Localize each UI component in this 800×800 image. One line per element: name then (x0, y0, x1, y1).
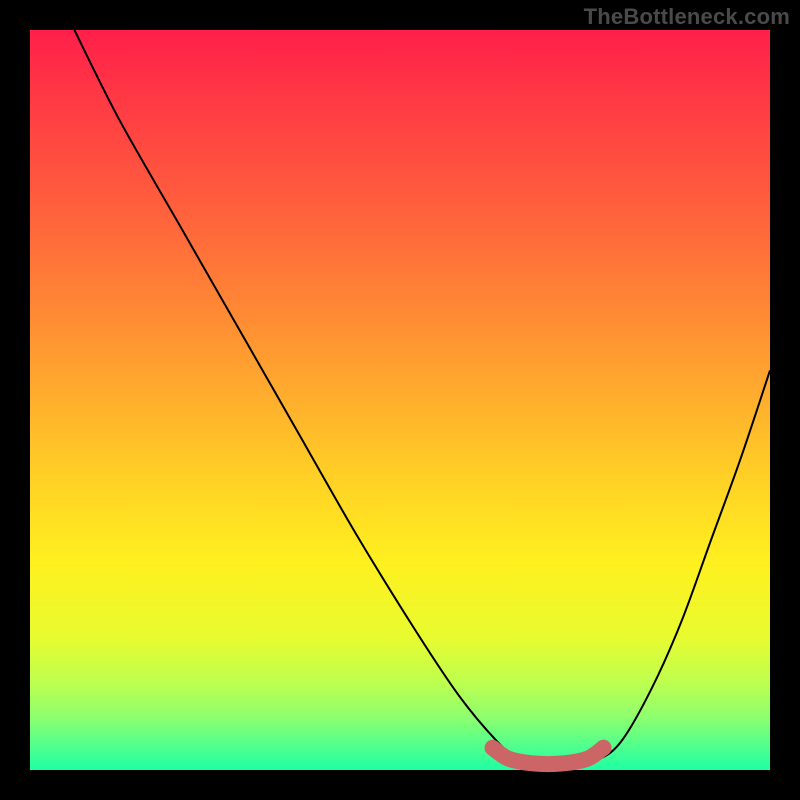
bottleneck-chart (0, 0, 800, 800)
chart-stage: TheBottleneck.com (0, 0, 800, 800)
optimal-range-end-dot (596, 740, 612, 756)
heat-gradient-rect (30, 30, 770, 770)
